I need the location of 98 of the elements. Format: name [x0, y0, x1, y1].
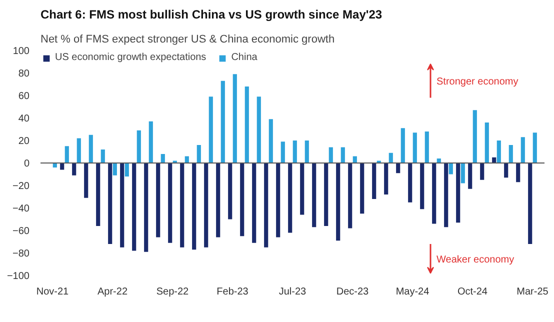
x-tick-label: Dec-23: [336, 286, 370, 298]
bar: [208, 96, 213, 163]
bar: [360, 163, 364, 214]
bar: [528, 163, 532, 244]
x-tick-label: Nov-21: [36, 286, 70, 298]
bar: [460, 163, 465, 184]
bar: [192, 163, 196, 250]
bar: [108, 163, 112, 244]
x-tick-label: Mar-25: [516, 286, 549, 298]
chart-subtitle: Net % of FMS expect stronger US & China economic growth: [40, 34, 335, 46]
annotation: Weaker economy: [436, 254, 514, 266]
bar: [276, 163, 280, 238]
legend-label: US economic growth expectations: [55, 52, 206, 63]
bar: [256, 96, 261, 163]
bar: [252, 163, 256, 243]
bar: [124, 163, 129, 176]
bar: [456, 163, 460, 223]
bar: [120, 163, 124, 248]
annotation: Stronger economy: [436, 76, 518, 88]
x-tick-label: Apr-22: [97, 286, 128, 298]
bar: [72, 163, 76, 176]
bar: [520, 137, 525, 163]
legend-label: China: [231, 52, 258, 63]
bar: [96, 163, 100, 226]
bar: [396, 163, 400, 174]
bar: [144, 163, 148, 252]
bar: [180, 163, 184, 248]
y-tick-label: 20: [18, 136, 30, 147]
bar: [168, 163, 172, 243]
bar: [228, 163, 232, 220]
bar: [448, 163, 453, 174]
bar: [240, 163, 244, 236]
chart-title: Chart 6: FMS most bullish China vs US growth since May'23: [40, 8, 382, 22]
bar: [280, 142, 285, 163]
bar: [328, 147, 333, 163]
bar: [132, 163, 136, 251]
y-tick-label: −40: [12, 204, 30, 214]
bar: [424, 132, 429, 163]
bar: [468, 163, 472, 189]
bar: [112, 163, 117, 176]
bar: [216, 163, 220, 238]
bar: [388, 152, 393, 163]
y-tick-label: −20: [12, 181, 30, 192]
bar: [196, 145, 201, 163]
x-tick-label: Jul-23: [278, 286, 307, 298]
bar: [60, 163, 64, 170]
bar: [300, 163, 304, 215]
bar: [148, 121, 153, 163]
bar: [292, 140, 297, 163]
bar: [232, 74, 237, 163]
x-tick-label: May-24: [396, 286, 430, 298]
bar: [480, 163, 484, 180]
bar: [76, 138, 81, 163]
bar: [336, 163, 340, 241]
bar: [408, 163, 412, 202]
bar: [484, 122, 489, 163]
bar: [472, 110, 477, 163]
bar: [160, 154, 165, 163]
bar: [516, 163, 520, 182]
y-tick-label: −80: [12, 248, 30, 260]
x-tick-label: Oct-24: [457, 286, 488, 298]
bar: [372, 163, 376, 199]
y-tick-label: −100: [6, 271, 30, 282]
bar: [204, 163, 208, 248]
bar: [412, 132, 417, 163]
bar: [444, 163, 448, 228]
y-tick-label: 100: [12, 46, 30, 57]
bar: [84, 163, 88, 198]
bar: [420, 163, 424, 210]
bar: [156, 163, 160, 238]
bar: [136, 130, 141, 163]
bar: [340, 147, 345, 163]
bar: [508, 145, 513, 163]
y-tick-label: 80: [18, 68, 30, 80]
bar: [496, 140, 501, 163]
y-tick-label: 60: [18, 91, 30, 102]
bar: [304, 140, 309, 163]
bar: [264, 163, 268, 248]
bar: [220, 80, 225, 163]
x-tick-label: Sep-22: [156, 286, 190, 298]
bar: [384, 163, 388, 194]
y-tick-label: −60: [12, 226, 30, 237]
bar: [312, 163, 316, 228]
bar: [100, 150, 105, 163]
bar: [64, 146, 69, 163]
x-tick-label: Feb-23: [216, 286, 249, 298]
bar: [532, 132, 537, 163]
y-tick-label: 0: [24, 158, 30, 170]
bar: [324, 163, 328, 226]
bar: [88, 134, 93, 163]
y-tick-label: 40: [18, 114, 30, 124]
bar: [348, 163, 352, 228]
bar: [288, 163, 292, 233]
bar: [400, 128, 405, 163]
bar: [268, 119, 273, 163]
bar: [432, 163, 436, 224]
bar: [244, 86, 249, 163]
bar: [504, 163, 508, 178]
